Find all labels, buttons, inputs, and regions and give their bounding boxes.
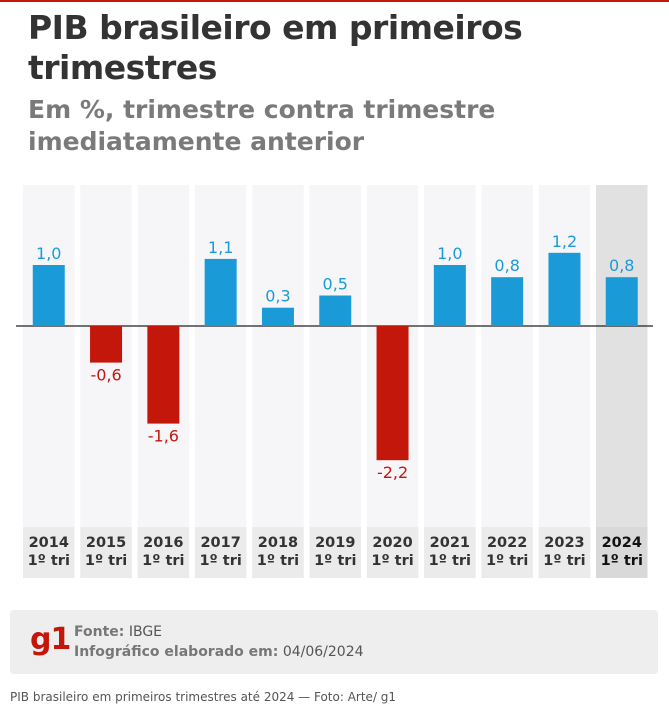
source-line: Fonte: IBGE <box>74 624 162 640</box>
top-rule <box>0 0 669 2</box>
year-label-2018: 2018 <box>258 535 298 551</box>
chart-subtitle: Em %, trimestre contra trimestre imediat… <box>28 95 496 156</box>
value-label-2024: 0,8 <box>609 256 634 275</box>
column-bg-2019 <box>309 185 361 578</box>
value-label-2014: 1,0 <box>36 244 61 263</box>
label-strip-2024 <box>596 527 648 578</box>
column-bg-2021 <box>424 185 476 578</box>
label-strip-2019 <box>309 527 361 578</box>
label-strip-2016 <box>137 527 190 578</box>
year-label-2024: 2024 <box>602 535 642 551</box>
g1-logo: g1 <box>30 622 71 657</box>
label-strip-2015 <box>80 527 132 578</box>
label-strip-2022 <box>481 527 533 578</box>
column-bg-2024 <box>596 185 648 578</box>
made-line: Infográfico elaborado em: 04/06/2024 <box>74 644 364 660</box>
value-label-2016: -1,6 <box>148 427 179 446</box>
label-strip-2020 <box>366 527 419 578</box>
quarter-label-2021: 1º tri <box>429 553 471 569</box>
label-strip-2014 <box>23 527 75 578</box>
quarter-label-2015: 1º tri <box>85 553 127 569</box>
bar-2015 <box>90 326 123 363</box>
quarter-label-2023: 1º tri <box>543 553 585 569</box>
quarter-label-2020: 1º tri <box>371 553 413 569</box>
quarter-label-2017: 1º tri <box>199 553 241 569</box>
chart-title: PIB brasileiro em primeiros trimestres <box>28 8 523 87</box>
label-strip-2023 <box>538 527 591 578</box>
year-label-2017: 2017 <box>200 535 240 551</box>
quarter-label-2022: 1º tri <box>486 553 528 569</box>
value-label-2017: 1,1 <box>208 238 233 257</box>
label-strip-2017 <box>194 527 247 578</box>
quarter-label-2018: 1º tri <box>257 553 299 569</box>
bar-chart: 1,0 2014 1º tri -0,6 2015 1º tri -1,6 2016 1º tr… <box>16 185 653 578</box>
column-bg-2023 <box>538 185 591 578</box>
value-label-2023: 1,2 <box>552 232 577 251</box>
source-label: Fonte: <box>74 624 125 640</box>
year-label-2014: 2014 <box>29 535 69 551</box>
quarter-label-2014: 1º tri <box>28 553 70 569</box>
footer-panel: g1 Fonte: IBGE Infográfico elaborado em:… <box>10 610 658 674</box>
year-label-2016: 2016 <box>143 535 183 551</box>
year-label-2021: 2021 <box>430 535 470 551</box>
source-value: IBGE <box>128 624 163 640</box>
made-label: Infográfico elaborado em: <box>74 644 279 660</box>
year-label-2022: 2022 <box>487 535 527 551</box>
bar-2019 <box>319 295 352 326</box>
value-label-2018: 0,3 <box>265 287 290 306</box>
bar-2016 <box>147 326 180 424</box>
value-label-2019: 0,5 <box>323 275 348 294</box>
column-bg-2018 <box>252 185 304 578</box>
image-caption: PIB brasileiro em primeiros trimestres a… <box>10 690 397 704</box>
bar-2014 <box>32 265 65 326</box>
made-value: 04/06/2024 <box>282 644 364 660</box>
value-label-2022: 0,8 <box>494 256 519 275</box>
value-label-2015: -0,6 <box>90 366 121 385</box>
bar-2022 <box>491 277 524 326</box>
column-bg-2022 <box>481 185 533 578</box>
value-label-2020: -2,2 <box>377 463 408 482</box>
quarter-label-2024: 1º tri <box>601 553 643 569</box>
column-bg-2014 <box>23 185 75 578</box>
column-bg-2015 <box>80 185 132 578</box>
year-label-2015: 2015 <box>86 535 126 551</box>
label-strip-2021 <box>424 527 476 578</box>
year-label-2020: 2020 <box>372 535 412 551</box>
bar-2020 <box>376 326 409 461</box>
bar-2018 <box>261 307 294 326</box>
label-strip-2018 <box>252 527 304 578</box>
quarter-label-2019: 1º tri <box>314 553 356 569</box>
bar-2017 <box>204 258 237 326</box>
year-label-2023: 2023 <box>544 535 584 551</box>
bar-2024 <box>605 277 638 326</box>
column-bg-2017 <box>194 185 247 578</box>
bar-2021 <box>433 265 466 326</box>
bar-2023 <box>548 252 581 326</box>
value-label-2021: 1,0 <box>437 244 462 263</box>
year-label-2019: 2019 <box>315 535 355 551</box>
quarter-label-2016: 1º tri <box>142 553 184 569</box>
